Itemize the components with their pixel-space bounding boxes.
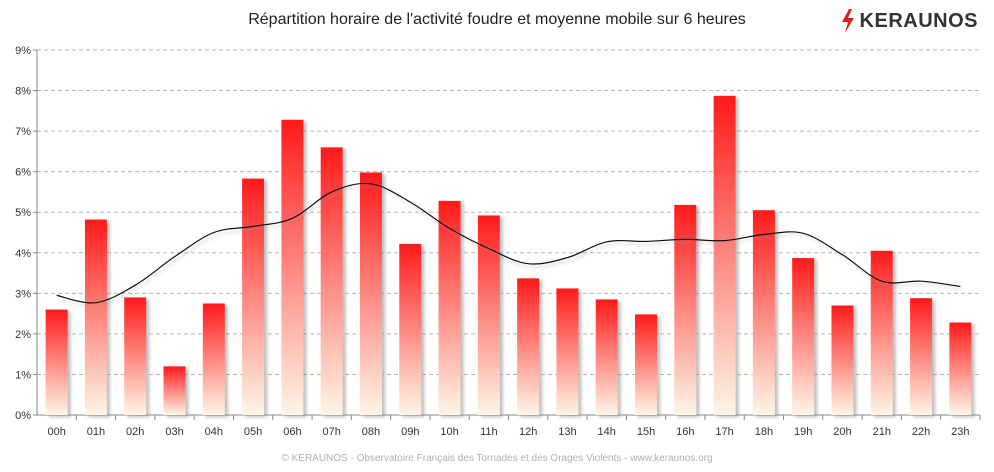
x-tick-label: 02h [126, 426, 144, 438]
bar-19h [792, 258, 815, 415]
bar-04h [202, 303, 225, 415]
bar-14h [595, 299, 618, 415]
bar-06h [281, 119, 304, 415]
y-tick-label: 5% [15, 207, 31, 219]
bar-layer [45, 95, 972, 416]
bar-00h [45, 309, 68, 415]
y-tick-label: 0% [15, 410, 31, 422]
bar-23h [949, 322, 972, 415]
y-tick-label: 2% [15, 329, 31, 341]
x-tick-label: 07h [323, 426, 341, 438]
x-tick-label: 21h [873, 426, 891, 438]
lightning-bolt-icon [841, 9, 854, 33]
logo-text: KERAUNOS [859, 9, 978, 32]
bar-07h [320, 147, 343, 416]
copyright-footer: © KERAUNOS - Observatoire Français des T… [281, 453, 713, 464]
bar-08h [359, 172, 382, 415]
x-tick-layer: 00h 01h 02h 03h 04h 05h 06h 07h 08h 09h 10h 11h 12h 1… [47, 415, 981, 438]
bar-17h [713, 95, 736, 416]
bar-21h [870, 250, 893, 415]
chart-title: Répartition horaire de l'activité foudre… [248, 11, 746, 28]
bar-10h [438, 200, 461, 415]
x-tick-label: 09h [401, 426, 419, 438]
y-tick-label: 6% [15, 167, 31, 179]
bar-03h [163, 366, 186, 415]
bar-09h [399, 243, 422, 415]
x-tick-label: 19h [794, 426, 812, 438]
moving-average-line [56, 182, 961, 304]
bar-22h [910, 298, 933, 415]
x-tick-label: 03h [165, 426, 183, 438]
x-tick-label: 16h [676, 426, 694, 438]
x-tick-label: 12h [519, 426, 537, 438]
keraunos-logo: KERAUNOS [840, 9, 978, 33]
x-tick-label: 18h [755, 426, 773, 438]
y-tick-label: 3% [15, 288, 31, 300]
y-tick-label: 7% [15, 126, 31, 138]
grid-layer [37, 49, 980, 375]
x-tick-label: 01h [87, 426, 105, 438]
bar-15h [635, 314, 658, 415]
x-tick-label: 06h [283, 426, 301, 438]
bar-01h [84, 219, 107, 415]
y-tick-label: 8% [15, 86, 31, 98]
x-tick-label: 22h [912, 426, 930, 438]
x-tick-label: 23h [951, 426, 969, 438]
x-tick-label: 13h [558, 426, 576, 438]
x-tick-label: 04h [205, 426, 223, 438]
x-tick-label: 11h [480, 426, 498, 438]
bar-05h [242, 178, 265, 415]
x-tick-label: 14h [598, 426, 616, 438]
x-tick-label: 10h [440, 426, 458, 438]
bar-13h [556, 288, 579, 415]
x-tick-label: 15h [637, 426, 655, 438]
x-tick-label: 00h [47, 426, 65, 438]
y-tick-label: 9% [15, 45, 31, 57]
y-tick-label: 1% [15, 369, 31, 381]
x-tick-label: 17h [715, 426, 733, 438]
x-tick-label: 20h [833, 426, 851, 438]
bar-11h [477, 215, 500, 415]
x-tick-label: 05h [244, 426, 262, 438]
bar-02h [124, 297, 147, 415]
y-tick-label: 4% [15, 248, 31, 260]
bar-16h [674, 204, 697, 415]
bar-18h [752, 210, 775, 415]
hourly-lightning-chart: 0%1%2%3%4%5%6%7%8%9% 00h 01h 02h 03h 04h 05h 0… [15, 45, 981, 438]
bar-20h [831, 305, 854, 415]
bar-12h [517, 278, 540, 415]
line-layer [56, 182, 961, 304]
x-tick-label: 08h [362, 426, 380, 438]
